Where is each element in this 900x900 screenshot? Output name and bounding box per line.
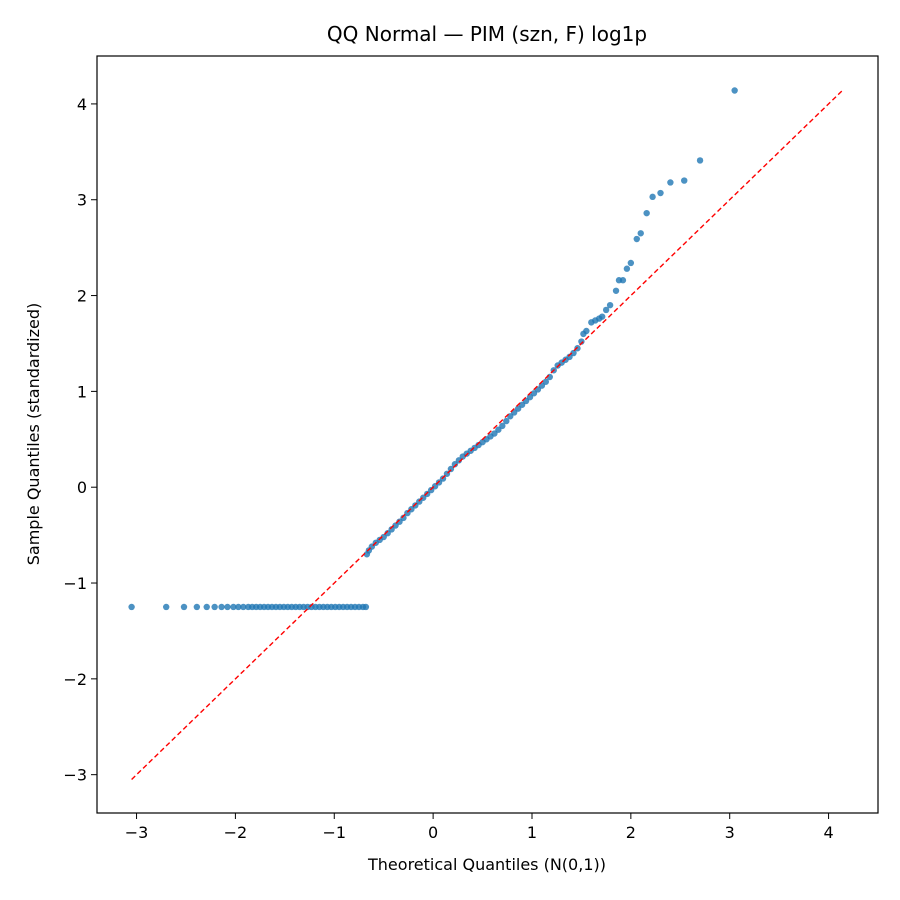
data-point [681, 177, 688, 184]
data-point [570, 349, 577, 357]
data-point [180, 603, 188, 611]
data-points-layer [128, 87, 738, 611]
y-axis-label: Sample Quantiles (standardized) [24, 303, 43, 565]
data-point [396, 518, 403, 525]
data-point [495, 426, 502, 433]
chart-title: QQ Normal — PIM (szn, F) log1p [327, 22, 647, 46]
x-axis-ticks: −3 −2 −1 0 1 2 3 4 [125, 813, 834, 842]
x-tick-label: 1 [527, 823, 537, 842]
x-tick-label: −1 [322, 823, 346, 842]
data-point [211, 603, 218, 611]
data-point [235, 603, 242, 611]
data-point [637, 230, 644, 237]
reference-line [131, 89, 843, 780]
data-point [578, 338, 585, 345]
y-tick-label: 1 [77, 382, 87, 401]
data-point [128, 603, 135, 611]
data-point [400, 514, 407, 522]
y-tick-label: −3 [63, 766, 87, 785]
data-point [218, 603, 225, 611]
data-point [633, 235, 640, 243]
data-point [606, 301, 614, 309]
data-point [491, 430, 498, 437]
data-point [230, 603, 237, 611]
data-point [514, 405, 522, 412]
data-point [224, 603, 231, 611]
y-tick-label: 4 [77, 95, 87, 114]
data-point [455, 457, 463, 464]
data-point [518, 401, 526, 408]
y-tick-label: 2 [77, 287, 87, 306]
x-axis-label: Theoretical Quantiles (N(0,1)) [367, 855, 606, 874]
data-point [627, 259, 635, 267]
data-point [163, 603, 170, 611]
x-tick-label: 2 [626, 823, 636, 842]
data-point [499, 422, 506, 430]
data-point [380, 533, 387, 541]
data-point [362, 603, 370, 611]
data-point [649, 193, 656, 201]
y-tick-label: 3 [77, 191, 87, 210]
data-point [583, 327, 590, 335]
data-point [193, 603, 201, 611]
data-point [598, 313, 606, 320]
x-tick-label: 0 [428, 823, 438, 842]
data-point [602, 306, 610, 314]
y-axis-ticks: −3 −2 −1 0 1 2 3 4 [63, 95, 97, 785]
data-point [392, 522, 399, 529]
data-point [696, 157, 704, 164]
data-point [203, 603, 210, 611]
data-point [731, 87, 738, 94]
data-point [619, 277, 627, 284]
data-point [612, 287, 620, 294]
data-point [623, 265, 631, 272]
x-tick-label: −3 [125, 823, 149, 842]
x-tick-label: 3 [725, 823, 735, 842]
data-point [542, 378, 550, 385]
data-point [643, 209, 650, 217]
data-point [657, 189, 664, 197]
data-point [388, 526, 395, 533]
data-point [566, 353, 573, 361]
data-point [530, 390, 538, 397]
y-tick-label: −1 [63, 574, 87, 593]
data-point [451, 461, 459, 468]
y-tick-label: −2 [63, 670, 87, 689]
x-tick-label: 4 [823, 823, 833, 842]
x-tick-label: −2 [224, 823, 248, 842]
data-point [420, 494, 427, 501]
data-point [667, 179, 674, 186]
data-point [384, 529, 391, 537]
y-tick-label: 0 [77, 478, 87, 497]
plot-frame [96, 55, 879, 814]
data-point [240, 603, 247, 611]
data-point [503, 417, 510, 425]
